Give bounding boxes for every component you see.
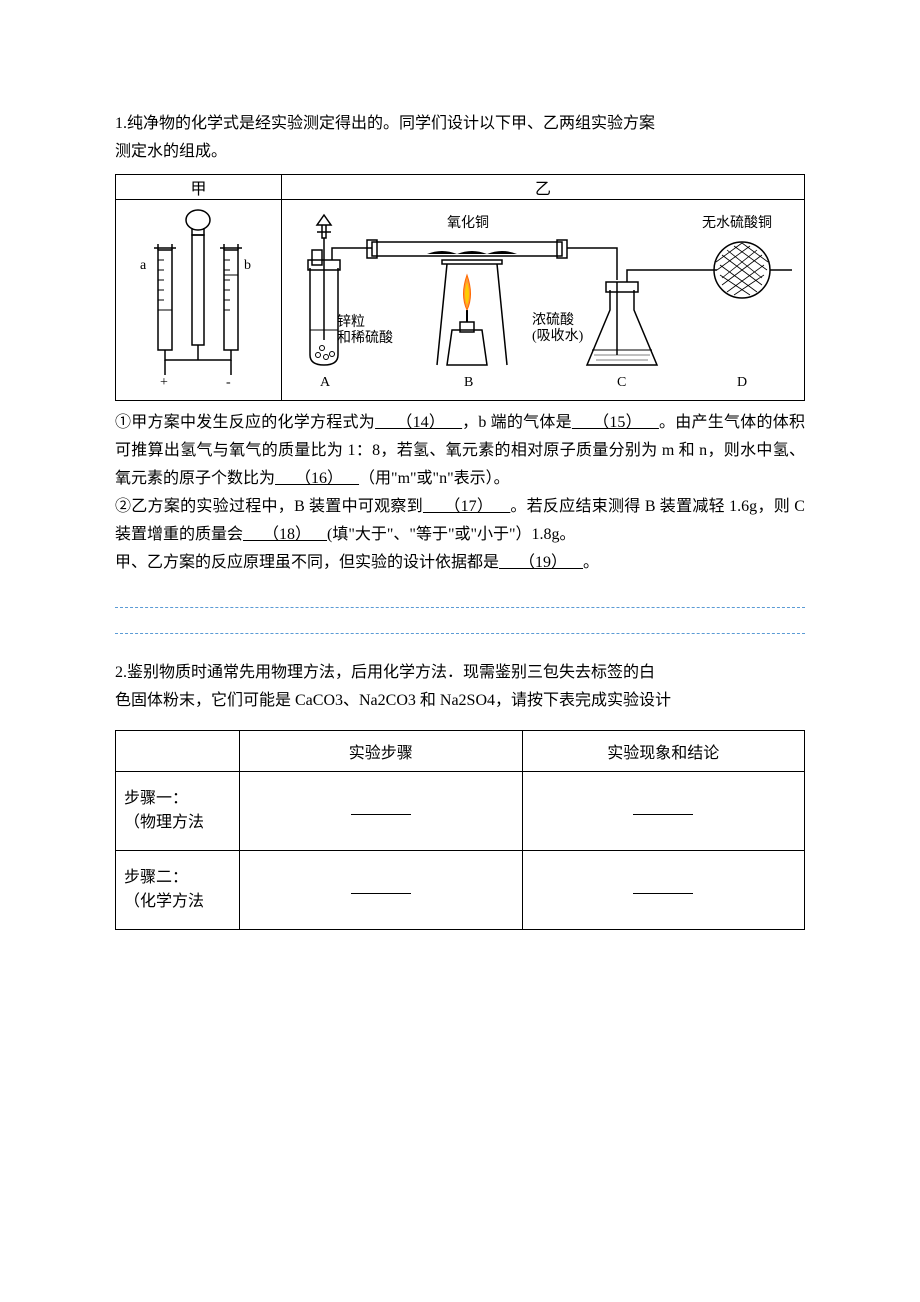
divider-1 <box>115 607 805 608</box>
blank-14: （14） <box>375 414 462 431</box>
table-header-blank <box>116 731 240 772</box>
diagram-header-乙: 乙 <box>282 175 805 200</box>
label-sulfuric: 浓硫酸(吸收水) <box>532 313 583 345</box>
q1-intro-2: 测定水的组成。 <box>115 138 805 166</box>
q2-intro-2: 色固体粉末，它们可能是 CaCO3、Na2CO3 和 Na2SO4，请按下表完成… <box>115 687 805 715</box>
question-1: 1.纯净物的化学式是经实验测定得出的。同学们设计以下甲、乙两组实验方案 测定水的… <box>115 110 805 577</box>
table-row-step1: 步骤一：（物理方法 <box>116 772 805 851</box>
blank-17: （17） <box>423 498 510 515</box>
label-a: a <box>140 258 146 274</box>
q1-part1: ①甲方案中发生反应的化学方程式为 （14） ，b 端的气体是 （15） 。由产生… <box>115 409 805 493</box>
q1-part3: 甲、乙方案的反应原理虽不同，但实验的设计依据都是 （19） 。 <box>115 549 805 577</box>
apparatus-乙: 氧化铜 无水硫酸铜 锌粒和稀硫酸 浓硫酸(吸收水) A B C D <box>282 200 802 400</box>
diagram-header-甲: 甲 <box>116 175 282 200</box>
q2-intro: 2.鉴别物质时通常先用物理方法，后用化学方法．现需鉴别三包失去标签的白 <box>115 659 805 687</box>
apparatus-甲: a b + - <box>116 200 281 400</box>
q1-intro: 1.纯净物的化学式是经实验测定得出的。同学们设计以下甲、乙两组实验方案 <box>115 110 805 138</box>
table-row-step2: 步骤二：（化学方法 <box>116 851 805 930</box>
label-oxide: 氧化铜 <box>447 216 489 232</box>
divider-2 <box>115 633 805 634</box>
label-A: A <box>320 375 330 391</box>
label-B: B <box>464 375 473 391</box>
blank-15: （15） <box>572 414 659 431</box>
label-zinc: 锌粒和稀硫酸 <box>337 315 393 347</box>
q1-part2: ②乙方案的实验过程中，B 装置中可观察到 （17） 。若反应结束测得 B 装置减… <box>115 493 805 549</box>
label-D: D <box>737 375 747 391</box>
step1-label: 步骤一：（物理方法 <box>116 772 240 851</box>
experiment-design-table: 实验步骤 实验现象和结论 步骤一：（物理方法 步骤二：（化学方法 <box>115 730 805 930</box>
step1-result <box>522 772 805 851</box>
step2-label: 步骤二：（化学方法 <box>116 851 240 930</box>
label-cuso4: 无水硫酸铜 <box>702 216 772 232</box>
blank-19: （19） <box>499 554 583 571</box>
label-C: C <box>617 375 626 391</box>
label-b: b <box>244 258 251 274</box>
step2-procedure <box>240 851 522 930</box>
step1-procedure <box>240 772 522 851</box>
blank-18: （18） <box>243 526 327 543</box>
experiment-diagram-table: 甲 乙 <box>115 174 805 401</box>
table-header-steps: 实验步骤 <box>240 731 522 772</box>
label-minus: - <box>226 375 231 391</box>
step2-result <box>522 851 805 930</box>
label-plus: + <box>160 375 168 391</box>
question-2: 2.鉴别物质时通常先用物理方法，后用化学方法．现需鉴别三包失去标签的白 色固体粉… <box>115 659 805 930</box>
blank-16: （16） <box>275 470 359 487</box>
table-header-results: 实验现象和结论 <box>522 731 805 772</box>
